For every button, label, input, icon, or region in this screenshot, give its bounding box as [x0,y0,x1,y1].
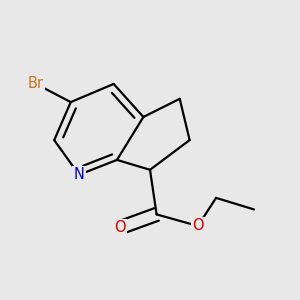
Text: O: O [192,218,204,233]
Text: N: N [74,167,84,182]
Text: Br: Br [28,76,44,92]
Text: O: O [115,220,126,235]
